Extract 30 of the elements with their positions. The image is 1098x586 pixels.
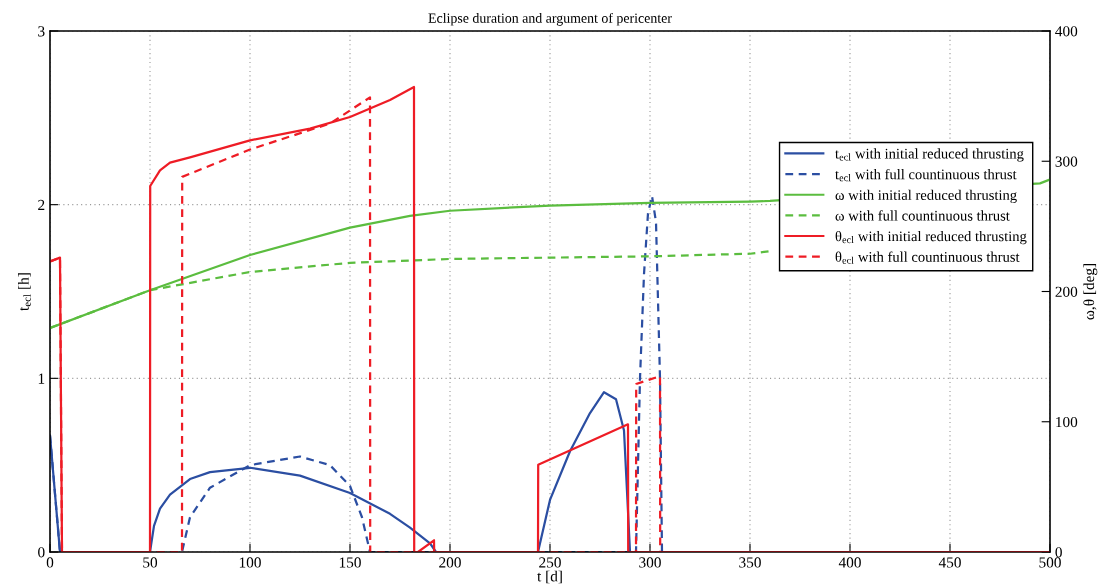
x-tick-label: 500 (1039, 557, 1061, 568)
x-tick-label: 0 (46, 557, 54, 568)
x-tick-label: 50 (143, 557, 158, 568)
legend-label: θ$_{ecl}$ with full countinuous thrust (835, 251, 1020, 264)
y-tick-label: 1 (38, 373, 45, 384)
x-tick-label: 150 (339, 557, 361, 568)
x-tick-label: 300 (639, 557, 661, 568)
y2-tick-label: 400 (1055, 26, 1078, 37)
y2-tick-label: 200 (1055, 286, 1078, 297)
legend-label: ω with initial reduced thrusting (835, 189, 1017, 203)
y2-tick-label: 100 (1056, 416, 1078, 428)
x-tick-label: 350 (739, 557, 761, 568)
x-tick-label: 400 (838, 557, 861, 568)
y-axis-title: t$_{ecl}$ [h] (18, 273, 31, 311)
y-tick-label: 3 (38, 26, 45, 37)
legend-label: t$_{ecl}$ with initial reduced thrusting (835, 148, 1024, 162)
x-tick-label: 100 (239, 557, 261, 568)
x-tick-label: 200 (439, 557, 461, 568)
x-tick-label: 250 (539, 557, 561, 568)
x-tick-label: 450 (938, 557, 961, 568)
x-axis-title: t [d] (537, 570, 562, 584)
y2-tick-label: 300 (1055, 156, 1078, 167)
legend-label: θ$_{ecl}$ with initial reduced thrusting (835, 230, 1027, 245)
legend-label: ω with full countinuous thrust (835, 210, 1010, 221)
y-tick-label: 0 (38, 547, 45, 558)
y-tick-label: 2 (38, 199, 45, 210)
y2-tick-label: 0 (1055, 547, 1062, 558)
chart-title: Eclipse duration and argument of pericenter (428, 12, 672, 26)
y2-axis-title: ω,θ [deg] (1083, 264, 1098, 320)
legend-label: t$_{ecl}$ with full countinuous thrust (835, 168, 1017, 182)
